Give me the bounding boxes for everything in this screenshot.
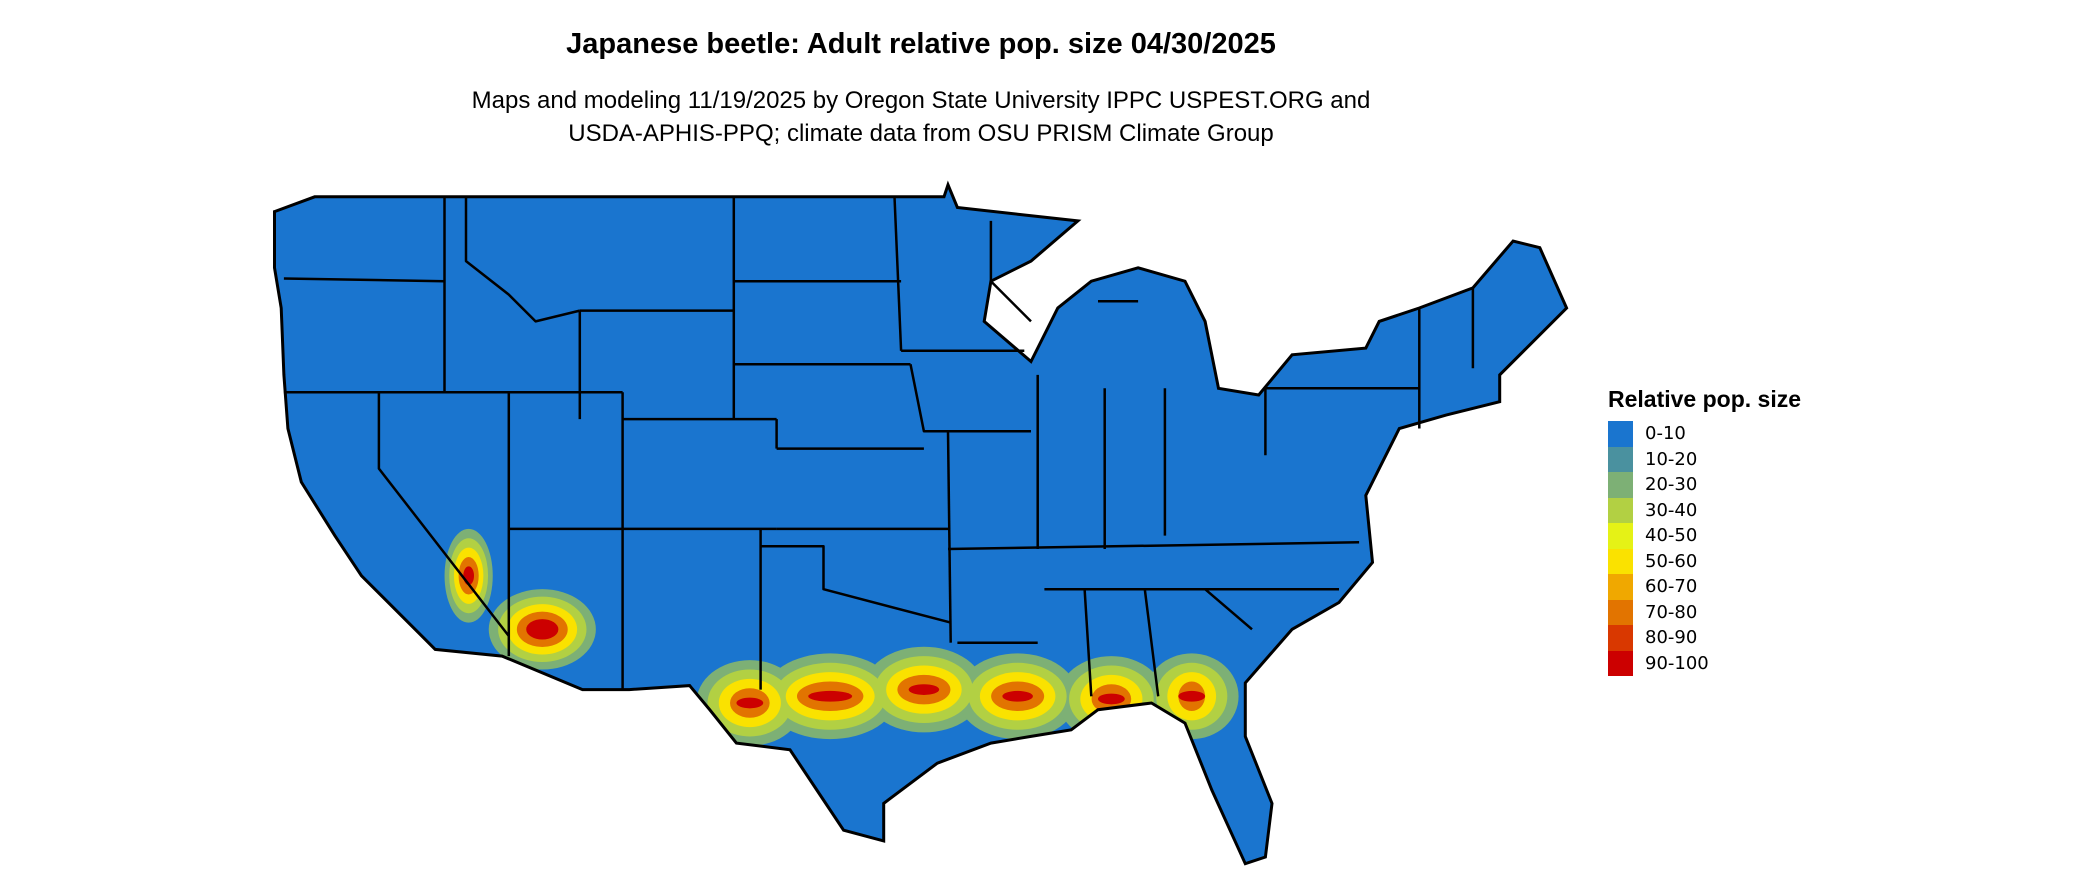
heat-band-90-100 [908, 684, 940, 695]
legend-item: 0-10 [1608, 421, 1801, 447]
state-border [1204, 588, 1253, 631]
map-subtitle: Maps and modeling 11/19/2025 by Oregon S… [0, 84, 1842, 150]
legend-label: 50-60 [1645, 550, 1698, 572]
legend-item: 40-50 [1608, 523, 1801, 549]
us-border [273, 180, 1569, 866]
heat-band-90-100 [526, 619, 559, 640]
legend-label: 0-10 [1645, 423, 1686, 445]
legend-swatch [1608, 446, 1633, 472]
legend-item: 20-30 [1608, 472, 1801, 498]
legend-swatch [1608, 523, 1633, 549]
legend-swatch [1608, 421, 1633, 447]
us-outline [274, 184, 1567, 864]
legend-label: 60-70 [1645, 576, 1698, 598]
heat-band-90-100 [736, 697, 764, 709]
legend-swatch [1608, 497, 1633, 523]
legend-label: 70-80 [1645, 601, 1698, 623]
state-borders [283, 196, 1475, 697]
state-border [1143, 589, 1160, 697]
legend-label: 20-30 [1645, 474, 1698, 496]
legend-label: 30-40 [1645, 499, 1698, 521]
legend-swatch [1608, 625, 1633, 651]
legend-item: 80-90 [1608, 625, 1801, 651]
legend-item: 90-100 [1608, 650, 1801, 676]
legend-item: 60-70 [1608, 574, 1801, 600]
legend-item: 10-20 [1608, 446, 1801, 472]
legend-item: 30-40 [1608, 497, 1801, 523]
legend-label: 80-90 [1645, 627, 1698, 649]
subtitle-line-1: Maps and modeling 11/19/2025 by Oregon S… [471, 87, 1371, 114]
legend-label: 90-100 [1645, 652, 1709, 674]
subtitle-line-2: USDA-APHIS-PPQ; climate data from OSU PR… [568, 120, 1274, 147]
legend-title: Relative pop. size [1608, 386, 1802, 412]
legend-swatch [1608, 574, 1633, 600]
heat-band-90-100 [1097, 693, 1125, 705]
legend-item: 70-80 [1608, 599, 1801, 625]
legend-swatch [1608, 472, 1633, 498]
state-border [283, 277, 445, 283]
state-border [1083, 589, 1093, 697]
state-border [909, 363, 1031, 433]
legend: Relative pop. size 0-10 10-20 20-30 30-40 40… [1608, 386, 1801, 676]
legend-swatch [1608, 548, 1633, 574]
map-title: Japanese beetle: Adult relative pop. siz… [566, 28, 1276, 60]
state-border [377, 392, 510, 637]
legend-swatch [1608, 650, 1633, 676]
heat-band-90-100 [1002, 690, 1033, 702]
legend-item: 50-60 [1608, 548, 1801, 574]
state-border [893, 196, 903, 351]
heat-band-90-100 [808, 690, 853, 702]
legend-label: 10-20 [1645, 448, 1698, 470]
state-border [464, 196, 581, 323]
state-border [947, 541, 1360, 551]
heat-band-90-100 [1178, 690, 1206, 702]
legend-swatch [1608, 599, 1633, 625]
legend-label: 40-50 [1645, 525, 1698, 547]
state-border [760, 545, 952, 624]
state-border [946, 431, 952, 643]
